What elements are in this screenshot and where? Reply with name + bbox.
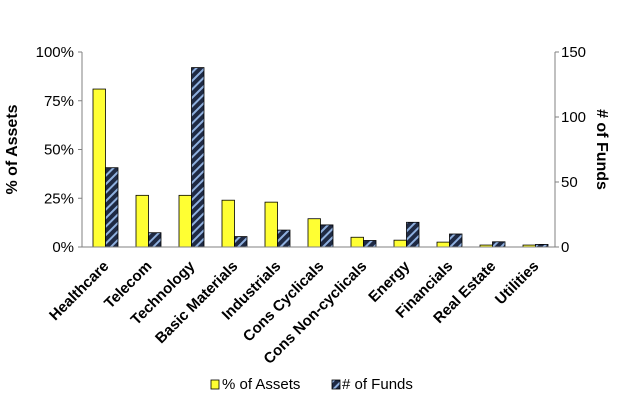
bar-pct-assets (350, 236, 364, 248)
bar-num-funds (148, 232, 162, 248)
bar-pct-assets (264, 201, 278, 248)
bar-pct-assets (92, 88, 106, 248)
axes (81, 52, 556, 248)
bar-pct-assets (221, 199, 235, 248)
bar-num-funds (105, 167, 119, 248)
left-axis-title: % of Assets (4, 104, 21, 194)
legend-swatch-pct-assets (210, 379, 220, 390)
bar-pct-assets (178, 194, 192, 248)
right-tick-label: 100 (561, 109, 586, 126)
bar-num-funds (234, 236, 248, 248)
right-axis-ticks: 0 50 100 150 (555, 44, 586, 256)
left-axis-ticks: 0% 25% 50% 75% 100% (36, 44, 82, 256)
bar-num-funds (449, 233, 463, 248)
bar-pct-assets (393, 239, 407, 248)
right-tick-label: 150 (561, 44, 586, 61)
category-label: Utilities (492, 258, 542, 308)
right-tick-label: 50 (561, 174, 578, 191)
bar-num-funds (363, 240, 377, 248)
legend-label-num-funds: # of Funds (342, 376, 413, 393)
bar-num-funds (406, 221, 420, 248)
left-tick-label: 75% (44, 93, 74, 110)
bars (92, 67, 549, 248)
bar-num-funds (191, 67, 205, 248)
right-axis-title: # of Funds (593, 109, 610, 190)
right-axis-title-text: # of Funds (593, 109, 610, 190)
legend-swatch-num-funds (331, 379, 341, 390)
left-tick-label: 100% (36, 44, 74, 61)
right-tick-label: 0 (561, 239, 569, 256)
left-axis-title-text: % of Assets (4, 104, 21, 194)
legend-label-pct-assets: % of Assets (222, 376, 300, 393)
bar-pct-assets (307, 218, 321, 248)
left-tick-label: 50% (44, 142, 74, 159)
legend: % of Assets # of Funds (210, 376, 413, 393)
left-tick-label: 0% (52, 239, 74, 256)
bar-num-funds (492, 241, 506, 248)
bar-num-funds (320, 224, 334, 248)
bar-num-funds (277, 229, 291, 248)
left-tick-label: 25% (44, 190, 74, 207)
category-label: Healthcare (46, 258, 112, 324)
bar-pct-assets (135, 194, 149, 248)
bar-pct-assets (436, 241, 450, 248)
